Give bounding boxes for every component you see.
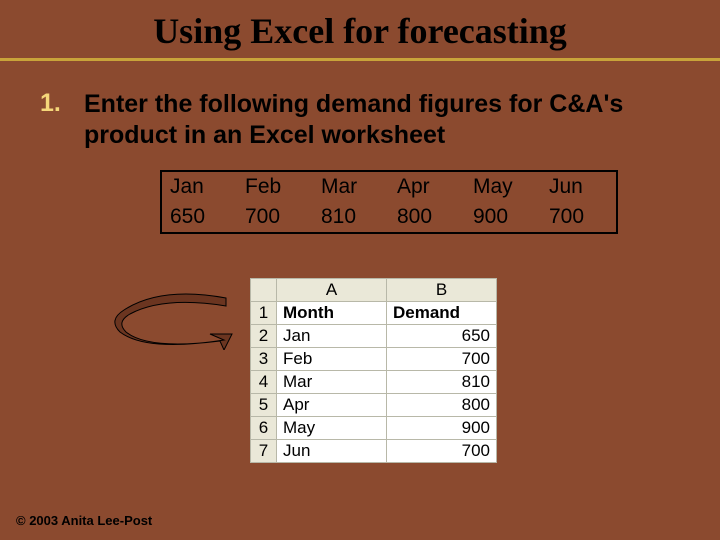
excel-row-header: 1 bbox=[251, 302, 277, 325]
excel-row: 3 Feb 700 bbox=[251, 348, 497, 371]
excel-row: 4 Mar 810 bbox=[251, 371, 497, 394]
value-cell: 810 bbox=[313, 202, 389, 233]
month-cell: Mar bbox=[313, 171, 389, 202]
excel-row: 5 Apr 800 bbox=[251, 394, 497, 417]
excel-row-header: 4 bbox=[251, 371, 277, 394]
content-area: 1. Enter the following demand figures fo… bbox=[0, 61, 720, 234]
slide-title: Using Excel for forecasting bbox=[0, 10, 720, 52]
excel-cell: Apr bbox=[277, 394, 387, 417]
excel-row-header: 5 bbox=[251, 394, 277, 417]
curved-arrow-icon bbox=[106, 290, 236, 350]
excel-cell: 650 bbox=[387, 325, 497, 348]
excel-col-header: B bbox=[387, 279, 497, 302]
excel-corner bbox=[251, 279, 277, 302]
excel-cell: Mar bbox=[277, 371, 387, 394]
demand-summary-table: Jan Feb Mar Apr May Jun 650 700 810 800 … bbox=[160, 170, 618, 234]
month-cell: May bbox=[465, 171, 541, 202]
excel-cell: 800 bbox=[387, 394, 497, 417]
copyright-text: © 2003 Anita Lee-Post bbox=[16, 513, 152, 528]
excel-cell: 900 bbox=[387, 417, 497, 440]
value-cell: 650 bbox=[161, 202, 237, 233]
excel-cell: 700 bbox=[387, 440, 497, 463]
month-cell: Jun bbox=[541, 171, 617, 202]
month-cell: Apr bbox=[389, 171, 465, 202]
month-cell: Feb bbox=[237, 171, 313, 202]
excel-row: 6 May 900 bbox=[251, 417, 497, 440]
excel-cell: Jun bbox=[277, 440, 387, 463]
list-item-1: 1. Enter the following demand figures fo… bbox=[40, 89, 680, 152]
excel-cell: 810 bbox=[387, 371, 497, 394]
excel-screenshot: A B 1 Month Demand 2 Jan 650 3 Feb 700 4… bbox=[250, 278, 497, 463]
excel-col-header: A bbox=[277, 279, 387, 302]
excel-row-header: 7 bbox=[251, 440, 277, 463]
excel-row-header: 6 bbox=[251, 417, 277, 440]
value-cell: 800 bbox=[389, 202, 465, 233]
excel-row: 2 Jan 650 bbox=[251, 325, 497, 348]
excel-cell: 700 bbox=[387, 348, 497, 371]
value-cell: 700 bbox=[541, 202, 617, 233]
value-cell: 900 bbox=[465, 202, 541, 233]
excel-cell: May bbox=[277, 417, 387, 440]
excel-cell: Month bbox=[277, 302, 387, 325]
excel-cell: Feb bbox=[277, 348, 387, 371]
list-number: 1. bbox=[40, 89, 84, 118]
excel-cell: Demand bbox=[387, 302, 497, 325]
excel-row-header: 3 bbox=[251, 348, 277, 371]
excel-row-header: 2 bbox=[251, 325, 277, 348]
excel-row: 1 Month Demand bbox=[251, 302, 497, 325]
value-cell: 700 bbox=[237, 202, 313, 233]
excel-grid: A B 1 Month Demand 2 Jan 650 3 Feb 700 4… bbox=[250, 278, 497, 463]
title-bar: Using Excel for forecasting bbox=[0, 0, 720, 61]
table-row: 650 700 810 800 900 700 bbox=[161, 202, 617, 233]
excel-row: 7 Jun 700 bbox=[251, 440, 497, 463]
list-text: Enter the following demand figures for C… bbox=[84, 89, 680, 152]
table-row: Jan Feb Mar Apr May Jun bbox=[161, 171, 617, 202]
excel-col-header-row: A B bbox=[251, 279, 497, 302]
excel-cell: Jan bbox=[277, 325, 387, 348]
month-cell: Jan bbox=[161, 171, 237, 202]
